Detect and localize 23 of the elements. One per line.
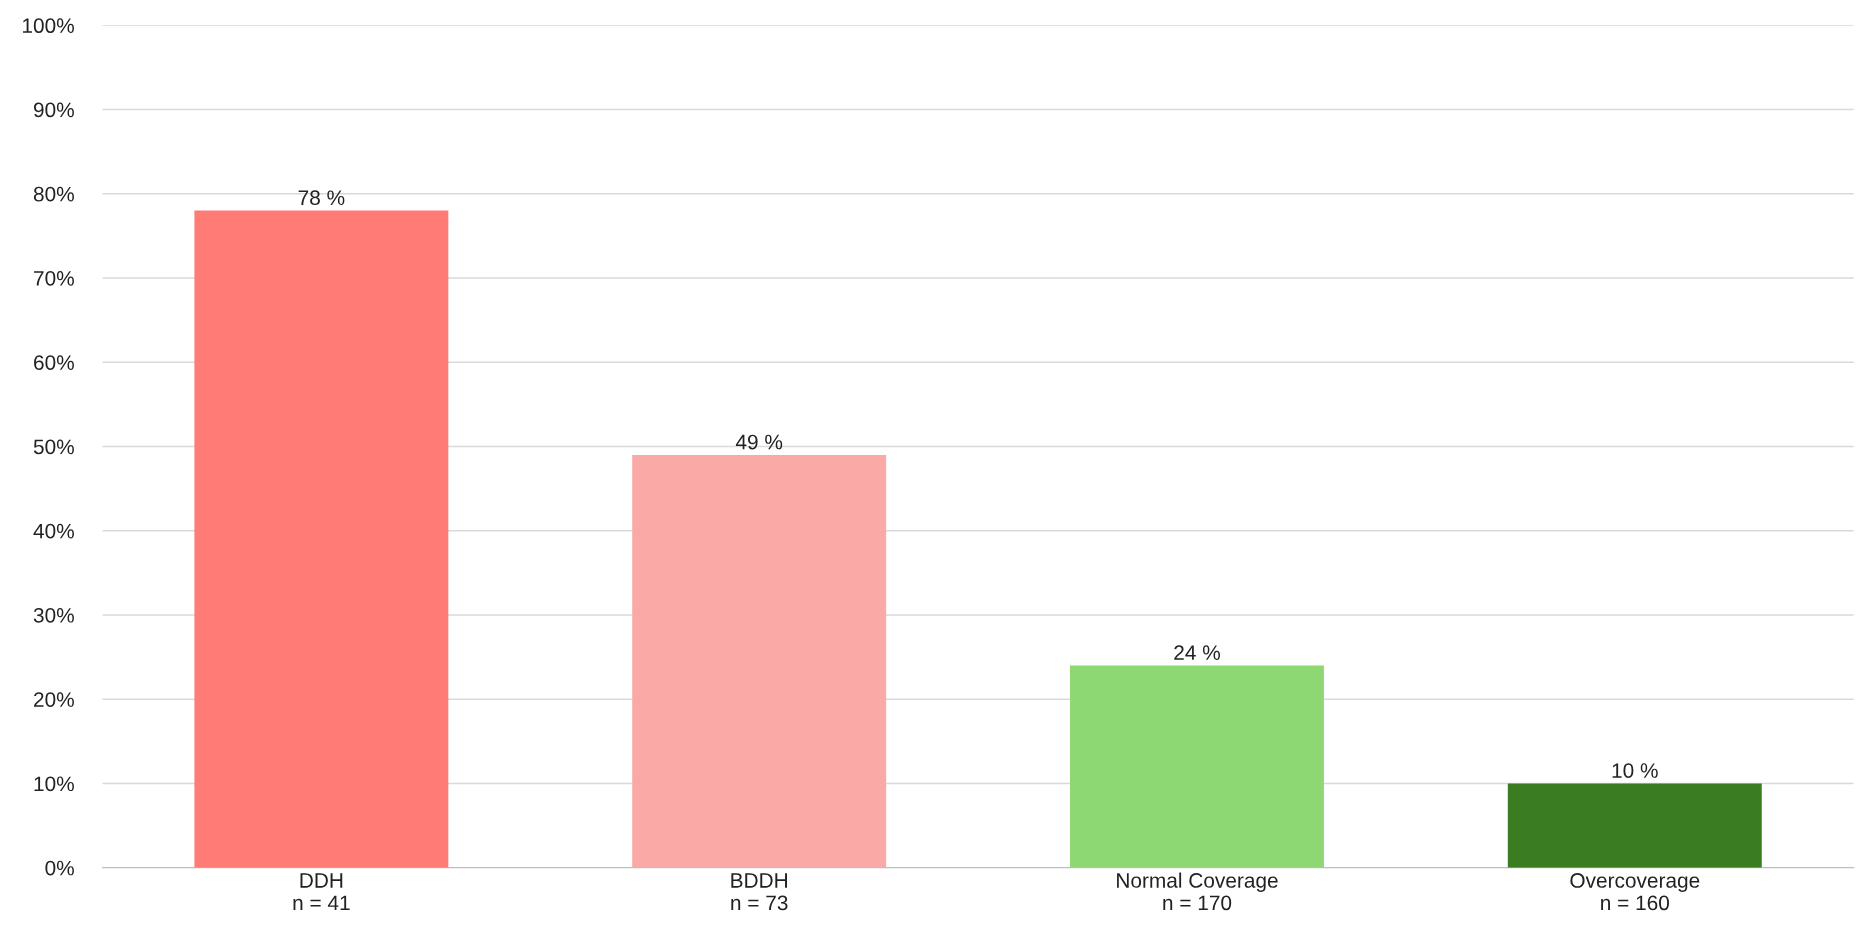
y-tick-label: 70% (34, 270, 74, 286)
y-tick-label: 20% (34, 692, 74, 707)
y-tick-label: 30% (33, 607, 74, 623)
x-tick-label: BDDH n = 73 (731, 873, 788, 911)
y-tick-label: 80% (33, 186, 74, 202)
x-tick-label: Normal Coverage n = 170 (1117, 872, 1278, 911)
bar (1070, 665, 1324, 868)
bar (632, 454, 887, 868)
y-tick-label: 50% (33, 439, 74, 455)
data-label: 78 % (298, 190, 345, 206)
y-tick-label: 60% (34, 355, 74, 370)
x-tick-label: Overcoverage n = 160 (1570, 873, 1700, 911)
bar (194, 210, 449, 868)
bar (1507, 783, 1762, 868)
y-tick-label: 40% (33, 523, 74, 539)
y-tick-label: 10% (34, 776, 74, 792)
y-tick-label: 0% (45, 860, 74, 876)
y-tick-label: 90% (33, 102, 74, 118)
data-label: 49 % (735, 434, 783, 450)
x-tick-label: DDH n = 41 (293, 873, 350, 911)
data-label: 10 % (1612, 763, 1658, 778)
data-label: 24 % (1174, 645, 1220, 660)
y-tick-label: 100% (22, 18, 74, 34)
